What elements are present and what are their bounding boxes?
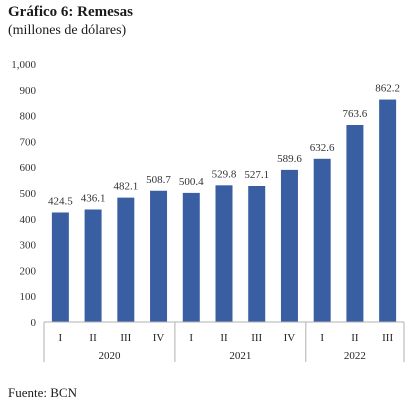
- group-label: 2020: [98, 350, 121, 362]
- x-tick-label: III: [120, 332, 131, 344]
- y-tick-label: 400: [20, 214, 37, 226]
- data-label: 527.1: [244, 169, 269, 181]
- y-tick-label: 1,000: [11, 59, 36, 71]
- y-tick-label: 700: [20, 136, 37, 148]
- bar: [215, 185, 233, 322]
- bar: [51, 212, 69, 322]
- x-tick-label: III: [251, 332, 262, 344]
- x-tick-label: II: [89, 332, 97, 344]
- x-tick-label: IV: [284, 332, 296, 344]
- data-label: 862.2: [375, 83, 400, 95]
- data-labels-group: 424.5 436.1 482.1 508.7 500.4 529.8 527.1 589.6…: [48, 83, 400, 208]
- x-tick-label: III: [382, 332, 393, 344]
- bars-group: [51, 99, 397, 322]
- bar: [248, 186, 266, 322]
- bar: [150, 190, 168, 322]
- x-tick-label: I: [320, 332, 324, 344]
- data-label: 424.5: [48, 195, 73, 207]
- y-tick-label: 900: [20, 85, 37, 97]
- data-label: 529.8: [212, 168, 237, 180]
- data-label: 508.7: [146, 174, 171, 186]
- x-tick-label: II: [351, 332, 359, 344]
- bar: [182, 192, 200, 322]
- group-label: 2022: [344, 350, 366, 362]
- y-axis-ticks: 0 100 200 300 400 500 600 700 800 900 1,000: [11, 59, 36, 329]
- source-note: Fuente: BCN: [8, 385, 77, 400]
- y-tick-label: 800: [20, 111, 37, 123]
- data-label: 589.6: [277, 153, 302, 165]
- bar: [117, 197, 135, 322]
- chart-subtitle: (millones de dólares): [8, 23, 127, 38]
- x-tick-label: II: [220, 332, 228, 344]
- y-tick-label: 500: [20, 188, 37, 200]
- bar: [346, 124, 364, 322]
- y-tick-label: 100: [20, 291, 37, 303]
- y-tick-label: 200: [20, 265, 37, 277]
- x-tick-label: I: [59, 332, 63, 344]
- data-label: 632.6: [310, 142, 335, 154]
- data-label: 500.4: [179, 176, 204, 188]
- bar: [379, 99, 397, 322]
- data-label: 436.1: [81, 192, 106, 204]
- bar: [84, 209, 102, 322]
- y-tick-label: 300: [20, 240, 37, 252]
- data-label: 482.1: [113, 181, 138, 193]
- y-tick-label: 0: [31, 317, 37, 329]
- group-label: 2021: [229, 350, 251, 362]
- chart-title: Gráfico 6: Remesas: [8, 4, 133, 20]
- bar: [280, 169, 298, 322]
- bar: [313, 158, 331, 322]
- y-tick-label: 600: [20, 162, 37, 174]
- data-label: 763.6: [343, 108, 368, 120]
- x-tick-label: IV: [153, 332, 165, 344]
- x-tick-label: I: [189, 332, 193, 344]
